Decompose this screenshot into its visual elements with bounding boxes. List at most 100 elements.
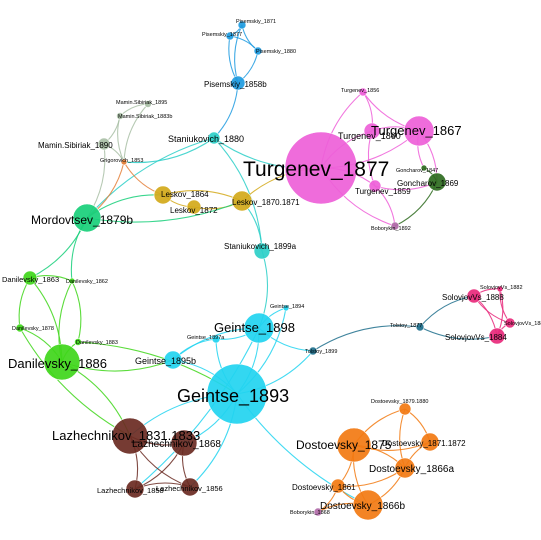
graph-node-geintse-1897a (211, 334, 221, 344)
node-label: Tolstoy_1899 (305, 349, 337, 355)
graph-node-staniukovich-1899a (253, 242, 271, 260)
node-label: Dostoevsky_1875 (296, 438, 392, 452)
graph-node-mamin-1883b (116, 112, 124, 120)
graph-node-pisemsky-1877 (225, 31, 235, 41)
graph-edge (213, 82, 239, 139)
node-label: Staniukovich_1880 (168, 134, 244, 144)
graph-node-geintse-1895b (163, 350, 183, 370)
graph-node-lazhechnikov-1868 (170, 429, 198, 457)
graph-node-pisemsky-1858b (230, 75, 246, 91)
node-label: Goncharov_1869 (397, 179, 459, 188)
graph-node-lazhechnikov-1856 (180, 477, 200, 497)
node-label: Goncharov_1847 (396, 168, 438, 174)
graph-node-danilevsky-1863 (22, 270, 38, 286)
graph-edge (134, 327, 260, 490)
graph-node-dostoevsky-1866a (394, 457, 416, 479)
graph-node-lazhechnikov-1831 (111, 417, 149, 455)
node-label: Staniukovich_1899a (224, 242, 297, 251)
node-label: Danilevsky_1863 (2, 275, 59, 284)
node-label: Lazhechnikov_1831.1833 (52, 428, 200, 443)
node-label: Mamin.Sibiriak_1895 (116, 100, 167, 106)
graph-node-pisemsky-1871 (237, 20, 247, 30)
node-layer (15, 20, 516, 521)
graph-edge (86, 200, 243, 223)
node-label: Danilevsky_1883 (76, 340, 118, 346)
graph-node-goncharov-1847 (420, 164, 428, 172)
graph-node-dostoevsky-1879 (398, 402, 412, 416)
graph-node-solovyov-1882 (496, 285, 504, 293)
graph-edge (18, 277, 31, 329)
node-label: Geintse_1897a (187, 335, 225, 341)
node-label: Lazhechnikov_1858 (97, 486, 164, 495)
graph-node-turgenev-1856 (358, 87, 368, 97)
graph-edge (312, 325, 421, 352)
node-label: SolovjovVs_1884 (445, 333, 507, 342)
graph-edge (241, 24, 259, 52)
graph-node-boborykin-1892 (390, 221, 400, 231)
graph-edge (71, 280, 82, 343)
graph-node-turgenev-1860 (363, 122, 381, 140)
graph-node-danilevsky-1878 (15, 323, 25, 333)
graph-node-leskov-1872 (186, 199, 202, 215)
node-label: Danilevsky_1886 (8, 356, 107, 371)
graph-edge (19, 327, 131, 437)
graph-node-solovyov-1888 (466, 288, 482, 304)
node-label: Turgenev_1859 (355, 187, 411, 196)
node-label: Dostoevsky_1871.1872 (382, 439, 466, 448)
graph-node-geintse-1893 (206, 363, 268, 425)
graph-node-danilevsky-1883 (74, 338, 82, 346)
graph-node-turgenev-1859 (368, 179, 382, 193)
node-label: Mamin.Sibiriak_1890 (38, 141, 113, 150)
node-label: Geintse_1893 (177, 386, 289, 407)
node-label: Mamin.Sibiriak_1883b (118, 114, 172, 120)
graph-node-mordovtsev-1879b (72, 203, 102, 233)
graph-edge (86, 137, 215, 219)
graph-node-turgenev-1877 (284, 131, 358, 205)
graph-node-dostoevsky-1875 (336, 427, 372, 463)
graph-node-solovyov-1886 (504, 317, 516, 329)
node-label: Danilevsky_1878 (12, 326, 54, 332)
graph-node-danilevsky-1886 (43, 343, 81, 381)
graph-node-geintse-1894 (282, 304, 290, 312)
graph-node-mamin-1890 (97, 137, 111, 151)
node-label: Leskov_1864 (161, 190, 209, 199)
node-label: Dostoevsky_1879.1880 (371, 399, 428, 405)
graph-node-tolstoy-1899 (308, 346, 318, 356)
node-label: Geintse_1898 (214, 320, 295, 335)
node-label: Turgenev_1867 (371, 123, 462, 138)
node-label: SolovjovVs_1882 (480, 285, 523, 291)
graph-node-lazhechnikov-1858 (125, 479, 145, 499)
node-label: SolovjovVs_1888 (442, 293, 504, 302)
node-label: Geintse_1894 (270, 304, 304, 310)
node-label: Danilevsky_1862 (66, 279, 108, 285)
node-label: Tolstoy_1877 (390, 323, 422, 329)
label-layer: Pisemskiy_1871 Pisemskiy_1877 Pisemskiy_18… (2, 19, 541, 516)
graph-edge (229, 35, 259, 52)
node-label: Turgenev_1860 (338, 131, 401, 141)
graph-edge (123, 137, 215, 164)
graph-edge (117, 115, 125, 163)
graph-node-goncharov-1869 (427, 172, 447, 192)
node-label: Dostoevsky_1866a (369, 464, 454, 475)
graph-node-mamin-1895 (144, 100, 152, 108)
graph-node-pisemsky-1880 (253, 46, 263, 56)
node-label: Geintse_1895b (135, 356, 196, 366)
graph-node-dostoevsky-1871 (420, 432, 440, 452)
node-label: Dostoevsky_1866b (320, 501, 405, 512)
node-label: SolovjovVs_1886 (504, 321, 541, 327)
graph-node-turgenev-1867 (403, 115, 435, 147)
node-label: Pisemskiy_1858b (204, 80, 267, 89)
node-label: Mordovtsev_1879b (31, 213, 133, 227)
node-label: Grigorovich_1853 (100, 158, 143, 164)
node-label: Pisemskiy_1880 (256, 49, 296, 55)
graph-node-leskov-1864 (153, 185, 173, 205)
graph-node-tolstoy-1877 (415, 322, 425, 332)
node-label: Lazhechnikov_1856 (156, 484, 223, 493)
node-label: Leskov_1870.1871 (232, 198, 300, 207)
node-label: Leskov_1872 (170, 206, 218, 215)
graph-node-grigorovich-1853 (120, 158, 128, 166)
node-label: Lazhechnikov_1868 (132, 439, 221, 450)
graph-node-solovyov-1884 (488, 327, 506, 345)
node-label: Pisemskiy_1877 (202, 32, 242, 38)
